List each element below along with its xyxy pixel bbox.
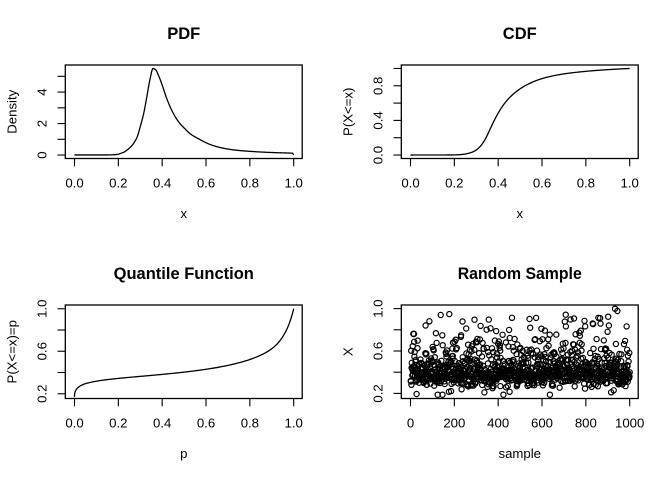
- svg-text:2: 2: [35, 120, 50, 127]
- svg-text:x: x: [180, 206, 187, 221]
- svg-text:0.2: 0.2: [109, 175, 127, 190]
- svg-text:0: 0: [407, 415, 414, 430]
- svg-text:0.2: 0.2: [109, 415, 127, 430]
- svg-text:1.0: 1.0: [285, 175, 303, 190]
- svg-text:0.8: 0.8: [241, 415, 259, 430]
- svg-text:1.0: 1.0: [285, 415, 303, 430]
- svg-text:1.0: 1.0: [621, 175, 639, 190]
- svg-text:0.0: 0.0: [65, 415, 83, 430]
- svg-text:0.4: 0.4: [489, 175, 507, 190]
- svg-text:X: X: [340, 347, 355, 356]
- svg-text:0.8: 0.8: [371, 77, 386, 95]
- svg-text:P(X<=x)=p: P(X<=x)=p: [4, 320, 19, 383]
- svg-text:P(X<=x): P(X<=x): [340, 88, 355, 136]
- svg-text:sample: sample: [498, 446, 541, 461]
- svg-text:4: 4: [35, 88, 50, 95]
- svg-text:CDF: CDF: [503, 25, 537, 43]
- svg-text:600: 600: [531, 415, 553, 430]
- svg-text:0.6: 0.6: [35, 342, 50, 360]
- svg-text:0.6: 0.6: [533, 175, 551, 190]
- svg-text:PDF: PDF: [167, 25, 200, 43]
- svg-text:1000: 1000: [615, 415, 644, 430]
- svg-text:0.8: 0.8: [577, 175, 595, 190]
- svg-text:1.0: 1.0: [371, 299, 386, 317]
- svg-text:1.0: 1.0: [35, 300, 50, 318]
- svg-text:Density: Density: [4, 89, 19, 133]
- svg-text:0.2: 0.2: [445, 175, 463, 190]
- svg-text:0.6: 0.6: [197, 175, 215, 190]
- svg-text:0.0: 0.0: [401, 175, 419, 190]
- svg-text:0.0: 0.0: [371, 146, 386, 164]
- svg-text:Quantile Function: Quantile Function: [114, 265, 254, 283]
- svg-text:p: p: [180, 446, 187, 461]
- svg-text:0.4: 0.4: [371, 111, 386, 129]
- svg-text:0.6: 0.6: [371, 342, 386, 360]
- svg-text:0.6: 0.6: [197, 415, 215, 430]
- svg-text:0.4: 0.4: [153, 175, 171, 190]
- svg-text:x: x: [516, 206, 523, 221]
- svg-text:0: 0: [35, 151, 50, 158]
- svg-text:0.8: 0.8: [241, 175, 259, 190]
- svg-text:Random Sample: Random Sample: [458, 265, 582, 283]
- svg-text:400: 400: [487, 415, 509, 430]
- svg-text:200: 200: [443, 415, 465, 430]
- svg-text:0.0: 0.0: [65, 175, 83, 190]
- svg-text:0.2: 0.2: [371, 384, 386, 402]
- svg-text:0.2: 0.2: [35, 385, 50, 403]
- svg-text:0.4: 0.4: [153, 415, 171, 430]
- svg-text:800: 800: [575, 415, 597, 430]
